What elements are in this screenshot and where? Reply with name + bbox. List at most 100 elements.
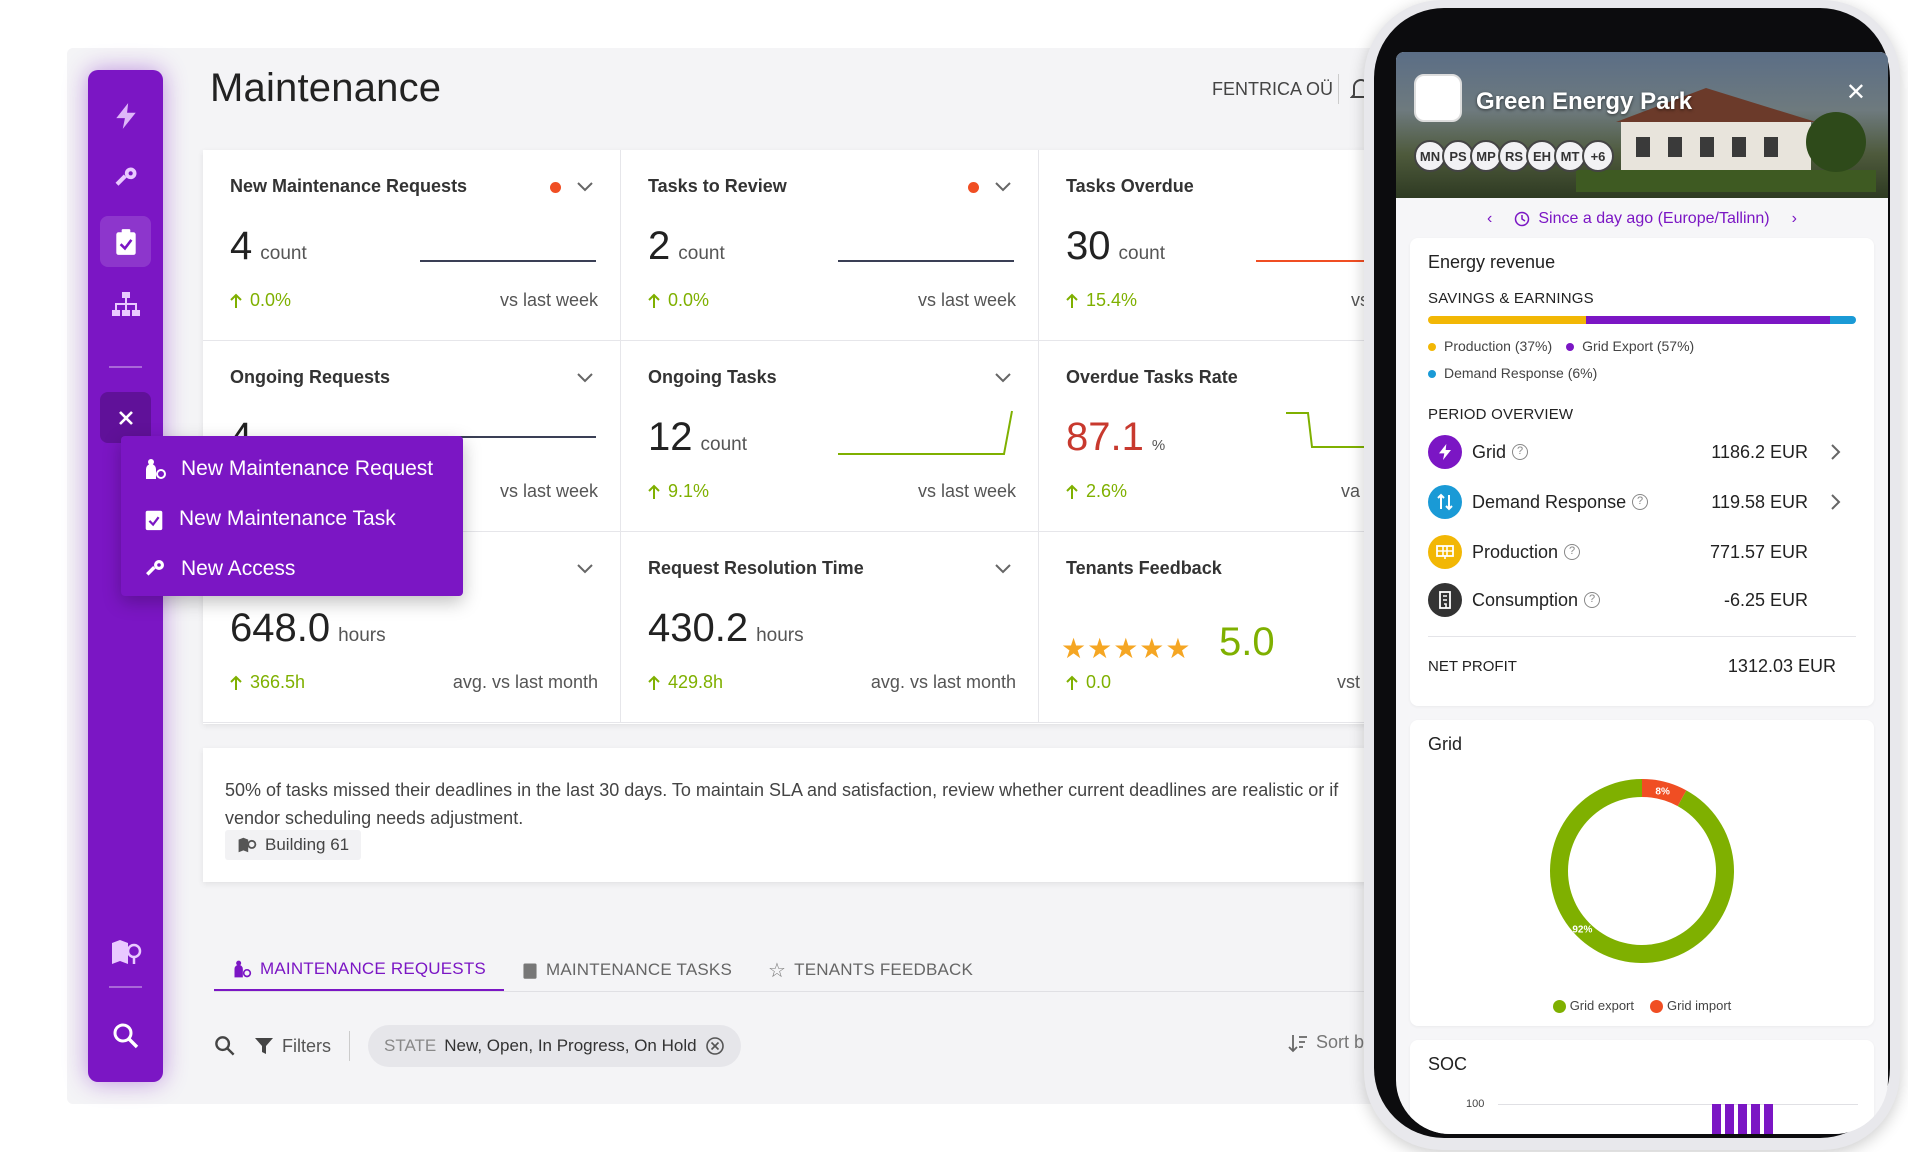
search-icon[interactable] — [214, 1035, 236, 1057]
bar-demand-response — [1830, 316, 1856, 324]
legend-demand-response: Demand Response (6%) — [1428, 365, 1597, 381]
menu-item-new-access[interactable]: New Access — [121, 544, 463, 594]
network-icon — [111, 291, 140, 316]
chevron-down-icon[interactable] — [573, 556, 597, 580]
search-nav-button[interactable] — [100, 1010, 151, 1061]
rail-divider-bottom — [109, 986, 142, 988]
soc-bar — [1764, 1104, 1773, 1134]
kpi-trend: 9.1% — [648, 481, 709, 502]
kpi-value: 87.1% — [1066, 415, 1166, 459]
savings-heading: SAVINGS & EARNINGS — [1428, 290, 1594, 307]
energy-revenue-card: Energy revenue SAVINGS & EARNINGS Produc… — [1410, 238, 1874, 706]
alert-dot — [968, 182, 979, 193]
building-icon — [1428, 583, 1462, 617]
kpi-compare: vs last week — [917, 481, 1016, 501]
close-menu-button[interactable] — [100, 392, 151, 443]
house-image — [1576, 88, 1876, 192]
map-pin-icon — [111, 939, 141, 964]
close-icon[interactable]: ✕ — [1845, 79, 1866, 106]
chevron-down-icon[interactable] — [573, 365, 597, 389]
header-divider — [1338, 74, 1339, 104]
person-request-icon — [234, 960, 252, 977]
grid-card: Grid 92% 8% Grid export Grid import — [1410, 720, 1874, 1026]
organization-label[interactable]: FENTRICA OÜ — [1212, 79, 1334, 99]
help-icon[interactable]: ? — [1584, 592, 1601, 608]
site-title: Green Energy Park — [1476, 88, 1693, 115]
arrow-up-icon — [1066, 293, 1078, 308]
kpi-card-tenants-feedback[interactable]: Tenants Feedback ★★★★★ 5.0 0.0 vst las — [1039, 532, 1389, 723]
transfer-icon — [1428, 485, 1462, 519]
bolt-icon — [115, 102, 136, 129]
sort-button[interactable]: Sort b — [1288, 1032, 1364, 1053]
phone-bezel: Green Energy Park ✕ MN PS MP RS EH MT +6… — [1374, 8, 1890, 1138]
clear-circle-icon[interactable] — [705, 1036, 725, 1056]
revenue-row-demand-response[interactable]: Demand Response? 119.58 EUR — [1428, 482, 1856, 522]
kpi-card-ongoing-tasks[interactable]: Ongoing Tasks 12 count 9.1% vs last week — [621, 341, 1039, 532]
kpi-title: Request Resolution Time — [648, 558, 864, 578]
energy-nav-button[interactable] — [100, 90, 151, 141]
access-nav-button[interactable] — [100, 152, 151, 203]
kpi-card-resolution-time[interactable]: Request Resolution Time 430.2 hours 429.8… — [621, 532, 1039, 723]
avatar-more: +6 — [1582, 140, 1614, 172]
kpi-card-new-requests[interactable]: New Maintenance Requests 4 count 0.0% vs … — [203, 150, 621, 341]
chevron-down-icon[interactable] — [991, 174, 1015, 198]
tab-tenants-feedback[interactable]: ☆ TENANTS FEEDBACK — [768, 959, 974, 982]
donut-slice-grid-import[interactable] — [1642, 779, 1687, 807]
kpi-title: Ongoing Tasks — [648, 367, 777, 387]
kpi-value: 430.2 hours — [648, 606, 804, 650]
kpi-compare: vs last week — [499, 481, 598, 501]
sparkline — [838, 410, 1013, 455]
arrow-up-icon — [230, 675, 242, 690]
menu-item-new-task[interactable]: New Maintenance Task — [121, 494, 463, 544]
bar-grid-export — [1586, 316, 1831, 324]
kpi-card-overdue-rate[interactable]: Overdue Tasks Rate 87.1% 2.6% va las — [1039, 341, 1414, 532]
chevron-left-icon[interactable]: ‹ — [1487, 210, 1493, 227]
legend-production: Production (37%) — [1428, 338, 1552, 354]
quick-create-menu: New Maintenance Request New Maintenance … — [121, 436, 463, 596]
kpi-card-tasks-to-review[interactable]: Tasks to Review 2 count 0.0% vs last week — [621, 150, 1039, 341]
card-title: Energy revenue — [1428, 252, 1556, 272]
axis-tick: 100 — [1466, 1098, 1485, 1110]
chevron-down-icon[interactable] — [573, 174, 597, 198]
card-title: Grid — [1428, 734, 1463, 754]
person-request-icon — [146, 459, 166, 479]
help-icon[interactable]: ? — [1512, 444, 1529, 460]
soc-card: SOC 100 — [1410, 1040, 1874, 1134]
chevron-down-icon[interactable] — [991, 365, 1015, 389]
insight-card: 50% of tasks missed their deadlines in t… — [203, 748, 1389, 882]
donut-label-grid-export: 92% — [1572, 925, 1592, 936]
revenue-row-grid[interactable]: Grid? 1186.2 EUR — [1428, 432, 1856, 472]
tab-maintenance-tasks[interactable]: MAINTENANCE TASKS — [504, 948, 750, 992]
tab-bar: MAINTENANCE REQUESTS MAINTENANCE TASKS ☆… — [214, 948, 991, 992]
tab-maintenance-requests[interactable]: MAINTENANCE REQUESTS — [214, 948, 504, 992]
chevron-down-icon[interactable] — [991, 556, 1015, 580]
revenue-row-consumption[interactable]: Consumption? -6.25 EUR — [1428, 580, 1856, 620]
legend-grid-import: Grid import — [1650, 998, 1731, 1014]
filters-button[interactable]: Filters — [254, 1036, 331, 1057]
key-icon — [115, 167, 136, 186]
network-nav-button[interactable] — [100, 278, 151, 329]
filter-icon — [255, 1038, 273, 1054]
maintenance-nav-button[interactable] — [100, 216, 151, 267]
period-label[interactable]: Since a day ago (Europe/Tallinn) — [1538, 210, 1770, 227]
help-icon[interactable]: ? — [1632, 494, 1649, 510]
page-title: Maintenance — [210, 66, 442, 110]
menu-item-new-request[interactable]: New Maintenance Request — [121, 444, 463, 494]
close-icon — [118, 410, 133, 425]
help-icon[interactable]: ? — [1564, 544, 1581, 560]
kpi-trend: 366.5h — [230, 672, 305, 693]
kpi-value: 2 count — [648, 224, 725, 268]
chevron-right-icon[interactable] — [1830, 493, 1842, 511]
chevron-right-icon[interactable] — [1830, 443, 1842, 461]
building-chip[interactable]: Building 61 — [225, 830, 362, 860]
map-nav-button[interactable] — [100, 926, 151, 977]
kpi-value: 30 count — [1066, 224, 1165, 268]
star-icon: ☆ — [768, 959, 787, 982]
chevron-right-icon[interactable]: › — [1791, 210, 1797, 227]
state-filter-chip[interactable]: STATE New, Open, In Progress, On Hold — [368, 1025, 741, 1067]
member-avatars[interactable]: MN PS MP RS EH MT +6 — [1414, 140, 1614, 172]
revenue-row-production[interactable]: Production? 771.57 EUR — [1428, 532, 1856, 572]
kpi-trend: 0.0% — [648, 290, 709, 311]
